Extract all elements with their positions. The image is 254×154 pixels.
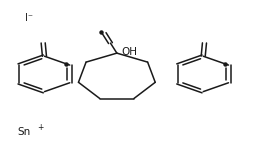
Text: I⁻: I⁻ [25, 14, 33, 23]
Text: OH: OH [121, 47, 137, 57]
Text: Sn: Sn [18, 128, 31, 137]
Text: +: + [37, 123, 43, 132]
